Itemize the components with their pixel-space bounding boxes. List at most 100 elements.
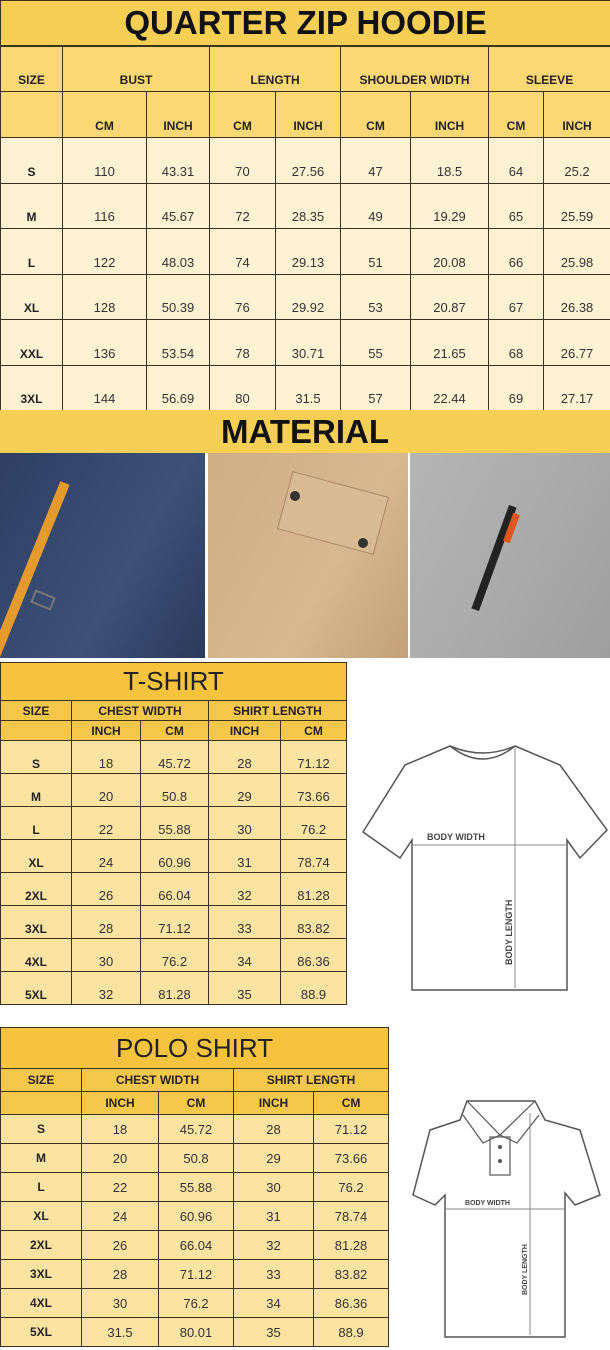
unit-header: CM	[62, 91, 147, 138]
unit-header: CM	[280, 720, 347, 741]
group-header: SHOULDER WIDTH	[340, 45, 489, 92]
value-cell: 43.31	[146, 137, 210, 184]
value-cell: 71.12	[158, 1259, 234, 1289]
value-cell: 78.74	[312, 1201, 390, 1231]
value-cell: 76.2	[312, 1172, 390, 1202]
material-heading: MATERIAL	[0, 410, 610, 453]
value-cell: 76.2	[158, 1288, 234, 1318]
value-cell: 26.77	[542, 319, 610, 366]
value-cell: 116	[62, 182, 147, 229]
blank-header	[0, 91, 63, 138]
value-cell: 25.98	[542, 228, 610, 275]
value-cell: 35	[208, 971, 281, 1005]
group-header: LENGTH	[209, 45, 341, 92]
value-cell: 66.04	[140, 872, 209, 906]
value-cell: 22	[71, 806, 141, 840]
table-row: 3XL 28 71.12 33 83.82	[0, 905, 347, 939]
value-cell: 32	[71, 971, 141, 1005]
value-cell: 29.92	[275, 273, 341, 320]
value-cell: 78	[209, 319, 276, 366]
hoodie-size-table: QUARTER ZIP HOODIE SIZE BUST LENGTH SHOULDER…	[0, 0, 610, 411]
value-cell: 74	[209, 228, 276, 275]
value-cell: 29	[233, 1143, 314, 1173]
value-cell: 24	[71, 839, 141, 873]
table-row: 4XL 30 76.2 34 86.36	[0, 1288, 390, 1318]
value-cell: 25.2	[542, 137, 610, 184]
value-cell: 78.74	[280, 839, 347, 873]
value-cell: 83.82	[280, 905, 347, 939]
size-cell: L	[0, 806, 72, 840]
size-cell: M	[0, 773, 72, 807]
value-cell: 30	[208, 806, 281, 840]
value-cell: 28	[71, 905, 141, 939]
polo-size-table: POLO SHIRT SIZE CHEST WIDTH SHIRT LENGTH INC…	[0, 1027, 390, 1347]
value-cell: 81.28	[140, 971, 209, 1005]
blank-header	[0, 1091, 82, 1115]
value-cell: 76	[209, 273, 276, 320]
size-cell: XL	[0, 273, 63, 320]
value-cell: 50.8	[158, 1143, 234, 1173]
size-cell: 3XL	[0, 1259, 82, 1289]
table-row: 3XL 144 56.69 80 31.5 57 22.44 69 27.17	[0, 364, 610, 411]
unit-header: CM	[158, 1091, 234, 1115]
value-cell: 27.56	[275, 137, 341, 184]
unit-header: CM	[340, 91, 411, 138]
table-title: POLO SHIRT	[0, 1027, 390, 1069]
unit-header: INCH	[71, 720, 141, 741]
value-cell: 76.2	[280, 806, 347, 840]
size-cell: 2XL	[0, 1230, 82, 1260]
value-cell: 29	[208, 773, 281, 807]
value-cell: 32	[233, 1230, 314, 1260]
size-cell: XL	[0, 1201, 82, 1231]
value-cell: 31	[208, 839, 281, 873]
value-cell: 19.29	[410, 182, 489, 229]
value-cell: 68	[488, 319, 544, 366]
value-cell: 50.8	[140, 773, 209, 807]
value-cell: 24	[81, 1201, 159, 1231]
value-cell: 27.17	[542, 364, 610, 411]
value-cell: 71.12	[140, 905, 209, 939]
size-header: SIZE	[0, 45, 63, 92]
value-cell: 28	[233, 1114, 314, 1144]
value-cell: 73.66	[280, 773, 347, 807]
value-cell: 66.04	[158, 1230, 234, 1260]
value-cell: 81.28	[312, 1230, 390, 1260]
value-cell: 33	[208, 905, 281, 939]
value-cell: 67	[488, 273, 544, 320]
tshirt-size-table: T-SHIRT SIZE CHEST WIDTH SHIRT LENGTH INCH CM…	[0, 662, 347, 1005]
value-cell: 28.35	[275, 182, 341, 229]
value-cell: 30	[71, 938, 141, 972]
value-cell: 34	[233, 1288, 314, 1318]
value-cell: 28	[81, 1259, 159, 1289]
unit-header: INCH	[410, 91, 489, 138]
value-cell: 72	[209, 182, 276, 229]
size-cell: S	[0, 137, 63, 184]
value-cell: 31.5	[275, 364, 341, 411]
value-cell: 55.88	[140, 806, 209, 840]
size-cell: M	[0, 1143, 82, 1173]
value-cell: 28	[208, 740, 281, 774]
value-cell: 86.36	[312, 1288, 390, 1318]
value-cell: 55.88	[158, 1172, 234, 1202]
group-header: CHEST WIDTH	[71, 700, 209, 721]
value-cell: 144	[62, 364, 147, 411]
blank-header	[0, 720, 72, 741]
table-row: 4XL 30 76.2 34 86.36	[0, 938, 347, 972]
body-length-label: BODY LENGTH	[504, 900, 514, 965]
table-row: 2XL 26 66.04 32 81.28	[0, 1230, 390, 1260]
tshirt-diagram: BODY WIDTH BODY LENGTH	[361, 745, 608, 991]
unit-header: INCH	[146, 91, 210, 138]
value-cell: 26	[81, 1230, 159, 1260]
value-cell: 81.28	[280, 872, 347, 906]
value-cell: 71.12	[312, 1114, 390, 1144]
body-length-label: BODY LENGTH	[522, 1244, 529, 1295]
value-cell: 53	[340, 273, 411, 320]
value-cell: 32	[208, 872, 281, 906]
value-cell: 88.9	[280, 971, 347, 1005]
value-cell: 76.2	[140, 938, 209, 972]
value-cell: 30	[81, 1288, 159, 1318]
value-cell: 64	[488, 137, 544, 184]
unit-header: CM	[488, 91, 544, 138]
value-cell: 21.65	[410, 319, 489, 366]
value-cell: 136	[62, 319, 147, 366]
